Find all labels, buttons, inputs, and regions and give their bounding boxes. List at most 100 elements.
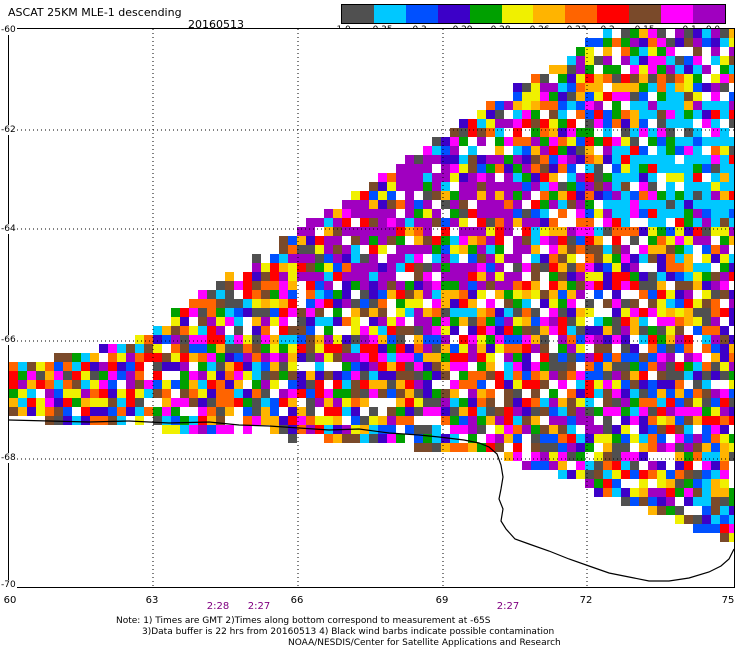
swath-cell (540, 101, 549, 110)
swath-cell (450, 245, 459, 254)
swath-cell (630, 263, 639, 272)
swath-cell (207, 326, 216, 335)
swath-cell (450, 128, 459, 137)
swath-cell (243, 299, 252, 308)
swath-cell (567, 398, 576, 407)
swath-cell (567, 443, 576, 452)
swath-cell (306, 308, 315, 317)
swath-cell (234, 326, 243, 335)
swath-cell (522, 92, 531, 101)
swath-cell (333, 416, 342, 425)
swath-cell (261, 362, 270, 371)
swath-cell (423, 353, 432, 362)
swath-cell (549, 164, 558, 173)
swath-cell (27, 362, 36, 371)
swath-cell (576, 452, 585, 461)
swath-cell (27, 407, 36, 416)
swath-cell (684, 461, 693, 470)
swath-cell (342, 218, 351, 227)
swath-cell (297, 317, 306, 326)
swath-cell (333, 308, 342, 317)
swath-cell (459, 380, 468, 389)
swath-cell (378, 191, 387, 200)
swath-cell (162, 326, 171, 335)
swath-cell (666, 506, 675, 515)
swath-cell (513, 155, 522, 164)
swath-cell (135, 335, 144, 344)
swath-cell (585, 254, 594, 263)
swath-cell (666, 416, 675, 425)
lon-label: 72 (579, 595, 593, 606)
swath-cell (657, 326, 666, 335)
swath-cell (432, 146, 441, 155)
swath-cell (81, 371, 90, 380)
swath-cell (621, 461, 630, 470)
swath-cell (477, 155, 486, 164)
swath-cell (684, 443, 693, 452)
swath-cell (414, 443, 423, 452)
swath-cell (153, 380, 162, 389)
swath-cell (207, 353, 216, 362)
swath-cell (639, 83, 648, 92)
swath-cell (549, 236, 558, 245)
swath-cell (621, 92, 630, 101)
swath-cell (549, 263, 558, 272)
swath-cell (423, 398, 432, 407)
swath-cell (225, 308, 234, 317)
swath-cell (648, 227, 657, 236)
swath-cell (675, 488, 684, 497)
swath-cell (450, 263, 459, 272)
swath-cell (576, 227, 585, 236)
swath-cell (324, 299, 333, 308)
swath-cell (513, 344, 522, 353)
swath-cell (729, 362, 734, 371)
swath-cell (675, 335, 684, 344)
swath-cell (612, 380, 621, 389)
swath-cell (621, 74, 630, 83)
swath-cell (603, 461, 612, 470)
swath-cell (315, 353, 324, 362)
swath-cell (729, 506, 734, 515)
swath-cell (441, 416, 450, 425)
swath-cell (333, 389, 342, 398)
swath-cell (477, 362, 486, 371)
swath-cell (495, 326, 504, 335)
swath-cell (630, 344, 639, 353)
swath-cell (630, 128, 639, 137)
swath-cell (270, 263, 279, 272)
swath-cell (567, 353, 576, 362)
swath-cell (684, 416, 693, 425)
swath-cell (297, 335, 306, 344)
swath-cell (486, 272, 495, 281)
swath-cell (558, 101, 567, 110)
swath-cell (513, 263, 522, 272)
swath-cell (540, 353, 549, 362)
swath-cell (693, 488, 702, 497)
swath-cell (639, 281, 648, 290)
swath-cell (630, 101, 639, 110)
swath-cell (711, 155, 720, 164)
swath-cell (621, 200, 630, 209)
swath-cell (720, 38, 729, 47)
swath-cell (720, 362, 729, 371)
swath-cell (450, 425, 459, 434)
swath-cell (369, 227, 378, 236)
swath-cell (486, 443, 495, 452)
swath-cell (612, 290, 621, 299)
swath-cell (216, 389, 225, 398)
swath-cell (693, 434, 702, 443)
swath-cell (594, 119, 603, 128)
swath-cell (522, 290, 531, 299)
swath-cell (378, 362, 387, 371)
swath-cell (495, 182, 504, 191)
swath-cell (135, 398, 144, 407)
swath-cell (639, 479, 648, 488)
swath-cell (675, 416, 684, 425)
swath-cell (567, 308, 576, 317)
swath-cell (585, 110, 594, 119)
swath-cell (72, 416, 81, 425)
swath-cell (459, 407, 468, 416)
swath-cell (468, 299, 477, 308)
swath-cell (495, 128, 504, 137)
swath-cell (513, 434, 522, 443)
